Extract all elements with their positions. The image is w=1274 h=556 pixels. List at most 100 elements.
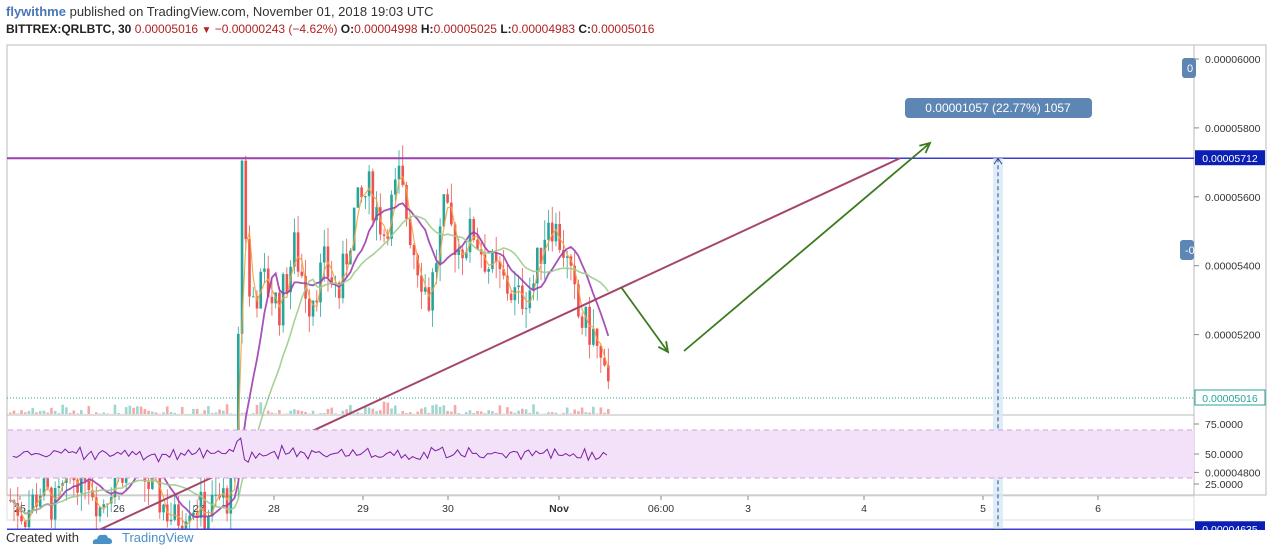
volume-bar bbox=[300, 411, 304, 414]
arrowhead-icon bbox=[919, 141, 932, 154]
candle bbox=[464, 252, 468, 259]
volume-bar bbox=[573, 409, 576, 414]
candle bbox=[42, 478, 46, 496]
candle bbox=[509, 293, 513, 301]
volume-bar bbox=[20, 410, 23, 414]
volume-bar bbox=[50, 407, 53, 414]
volume-bar bbox=[240, 412, 244, 414]
author-name[interactable]: flywithme bbox=[6, 4, 66, 19]
candle bbox=[293, 232, 296, 267]
candle bbox=[502, 269, 505, 276]
measure-tooltip bbox=[905, 98, 1092, 118]
volume-bar bbox=[94, 412, 98, 414]
candle bbox=[592, 328, 595, 345]
volume-bar bbox=[143, 408, 147, 414]
candle bbox=[401, 165, 405, 185]
volume-bar bbox=[195, 408, 199, 414]
volume-bar bbox=[479, 411, 483, 414]
created-with-text: Created with bbox=[6, 530, 79, 545]
candle bbox=[397, 165, 401, 180]
volume-bar bbox=[375, 411, 378, 414]
volume-bar bbox=[151, 411, 154, 414]
volume-bar bbox=[139, 406, 143, 414]
volume-bar bbox=[364, 407, 367, 414]
volume-bar bbox=[468, 410, 472, 414]
candle bbox=[532, 283, 535, 291]
candle bbox=[322, 246, 326, 263]
resistance-price-label: 0.00005712 bbox=[1202, 153, 1258, 165]
candle bbox=[577, 284, 580, 317]
y-tick-label-0: 0.00006000 bbox=[1205, 54, 1261, 66]
candle bbox=[50, 487, 53, 520]
measure-tooltip-text: 0.00001057 (22.77%) 1057 bbox=[925, 101, 1071, 115]
candle bbox=[457, 249, 461, 255]
volume-bar bbox=[53, 410, 57, 414]
candle bbox=[102, 504, 106, 508]
volume-bar bbox=[592, 406, 595, 414]
rsi-line bbox=[12, 437, 608, 463]
price-labels: 0.00005712 0.00004635 0.00005016 0.00001057… bbox=[905, 58, 1266, 530]
candle bbox=[169, 519, 173, 522]
low-value: 0.00004983 bbox=[511, 22, 576, 36]
volume-bar bbox=[289, 410, 292, 414]
time-axis[interactable] bbox=[6, 495, 1195, 521]
candle bbox=[408, 219, 412, 246]
volume-bar bbox=[390, 408, 393, 414]
volume-bar bbox=[356, 412, 360, 414]
volume-bar bbox=[513, 412, 517, 414]
volume-bar bbox=[214, 412, 218, 414]
candle bbox=[420, 275, 423, 292]
publish-info: published on TradingView.com, November 0… bbox=[69, 4, 434, 19]
side-badge-0 bbox=[1182, 58, 1196, 78]
side-badge-1 bbox=[1180, 240, 1194, 260]
volume-bar bbox=[509, 411, 513, 414]
candle bbox=[412, 245, 416, 256]
candle bbox=[263, 268, 266, 272]
tradingview-brand[interactable]: TradingView bbox=[122, 530, 194, 545]
volume-bar bbox=[554, 412, 558, 414]
ma-slow-line bbox=[10, 214, 609, 515]
projection-arrow-1 bbox=[683, 142, 931, 352]
volume-bar bbox=[31, 407, 35, 414]
candle bbox=[476, 239, 479, 250]
volume-bar bbox=[472, 413, 476, 414]
volume-bar bbox=[498, 405, 502, 414]
candle bbox=[528, 290, 532, 309]
volume-bar bbox=[304, 411, 307, 414]
last-price: 0.00005016 bbox=[134, 22, 199, 36]
volume-bar bbox=[334, 413, 337, 414]
volume-bar bbox=[266, 410, 270, 414]
candle bbox=[554, 223, 558, 242]
volume-bar bbox=[322, 413, 326, 414]
candle bbox=[20, 515, 23, 522]
price-chart[interactable]: 0.00006000 0.00005800 0.00005600 0.00005400… bbox=[0, 0, 1274, 530]
candle bbox=[427, 287, 431, 311]
volume-bar bbox=[427, 412, 431, 414]
volume-bar bbox=[494, 413, 498, 414]
candle bbox=[57, 485, 61, 489]
down-triangle-icon: ▼ bbox=[201, 25, 212, 36]
candle bbox=[106, 503, 109, 505]
x-tick-label-11: 6 bbox=[1095, 503, 1101, 515]
candle bbox=[192, 512, 195, 516]
candle bbox=[360, 187, 363, 198]
candle bbox=[240, 160, 244, 334]
volume-bar bbox=[80, 410, 83, 414]
volume-bar bbox=[326, 408, 330, 414]
volume-bar bbox=[535, 411, 539, 414]
candle bbox=[311, 300, 315, 317]
volume-bar bbox=[225, 404, 229, 414]
candle bbox=[580, 316, 584, 328]
candle bbox=[375, 207, 378, 221]
price-axis[interactable] bbox=[1193, 44, 1267, 496]
volume-bar bbox=[569, 413, 573, 414]
candle bbox=[248, 239, 251, 297]
candle bbox=[405, 184, 408, 220]
volume-bar bbox=[393, 405, 397, 414]
volume-bar bbox=[450, 411, 453, 414]
candle bbox=[345, 253, 348, 265]
volume-bar bbox=[367, 407, 371, 414]
candle bbox=[91, 490, 94, 498]
candle bbox=[506, 275, 509, 294]
volume-bar bbox=[386, 402, 390, 414]
